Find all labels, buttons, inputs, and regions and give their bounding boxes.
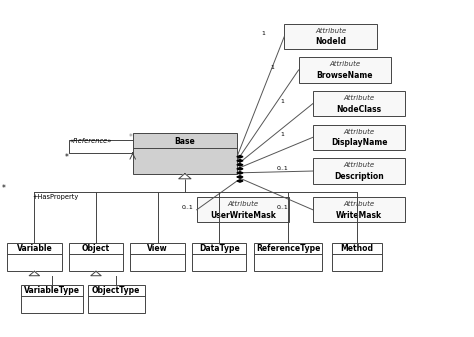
Polygon shape [179, 174, 191, 179]
Text: 1: 1 [271, 65, 274, 70]
Text: 0..1: 0..1 [276, 166, 288, 171]
Text: Attribute: Attribute [344, 162, 374, 168]
Bar [7, 243, 62, 271]
Text: UserWriteMask: UserWriteMask [210, 211, 276, 220]
Text: +HasProperty: +HasProperty [32, 194, 78, 200]
Text: 1: 1 [261, 31, 265, 36]
Text: Attribute: Attribute [344, 129, 374, 135]
Bar [88, 285, 145, 313]
Text: Attribute: Attribute [315, 28, 346, 34]
Text: Method: Method [340, 244, 373, 253]
Bar [192, 243, 246, 271]
Polygon shape [237, 167, 243, 170]
Text: ObjectType: ObjectType [92, 286, 140, 295]
Bar [21, 285, 83, 313]
Text: NodeClass: NodeClass [337, 105, 382, 114]
Bar [313, 91, 405, 116]
Polygon shape [237, 155, 243, 158]
Text: Object: Object [82, 244, 110, 253]
Text: *: * [1, 184, 5, 193]
Bar [299, 57, 391, 83]
Text: NodeId: NodeId [315, 37, 346, 46]
Text: DisplayName: DisplayName [331, 139, 387, 147]
Text: Variable: Variable [17, 244, 52, 253]
Text: WriteMask: WriteMask [336, 211, 382, 220]
Text: Attribute: Attribute [228, 201, 258, 207]
Text: View: View [147, 244, 168, 253]
Polygon shape [237, 176, 243, 178]
Text: DataType: DataType [199, 244, 239, 253]
Bar [313, 197, 405, 222]
Text: Attribute: Attribute [344, 95, 374, 101]
Bar [313, 125, 405, 150]
Bar [133, 133, 237, 174]
Polygon shape [237, 180, 243, 182]
Bar [69, 243, 123, 271]
Polygon shape [29, 271, 39, 276]
Text: BrowseName: BrowseName [317, 71, 373, 80]
Text: «Reference»: «Reference» [70, 139, 112, 145]
Polygon shape [237, 172, 243, 174]
Bar [284, 24, 377, 49]
Text: *: * [128, 132, 132, 142]
Text: Description: Description [334, 172, 384, 181]
Text: 0..1: 0..1 [276, 205, 288, 210]
Text: Attribute: Attribute [329, 61, 360, 67]
Polygon shape [237, 163, 243, 166]
Text: 0..1: 0..1 [182, 205, 193, 210]
Text: 1: 1 [280, 132, 284, 137]
Text: *: * [64, 153, 68, 162]
Polygon shape [91, 271, 101, 276]
Bar [197, 197, 289, 222]
Text: VariableType: VariableType [24, 286, 80, 295]
Text: Attribute: Attribute [344, 201, 374, 207]
Bar [254, 243, 322, 271]
Bar [313, 158, 405, 184]
Bar [130, 243, 185, 271]
Text: Base: Base [174, 137, 195, 146]
Text: ReferenceType: ReferenceType [256, 244, 320, 253]
Polygon shape [237, 159, 243, 162]
Text: 1: 1 [280, 99, 284, 103]
Bar [332, 243, 382, 271]
